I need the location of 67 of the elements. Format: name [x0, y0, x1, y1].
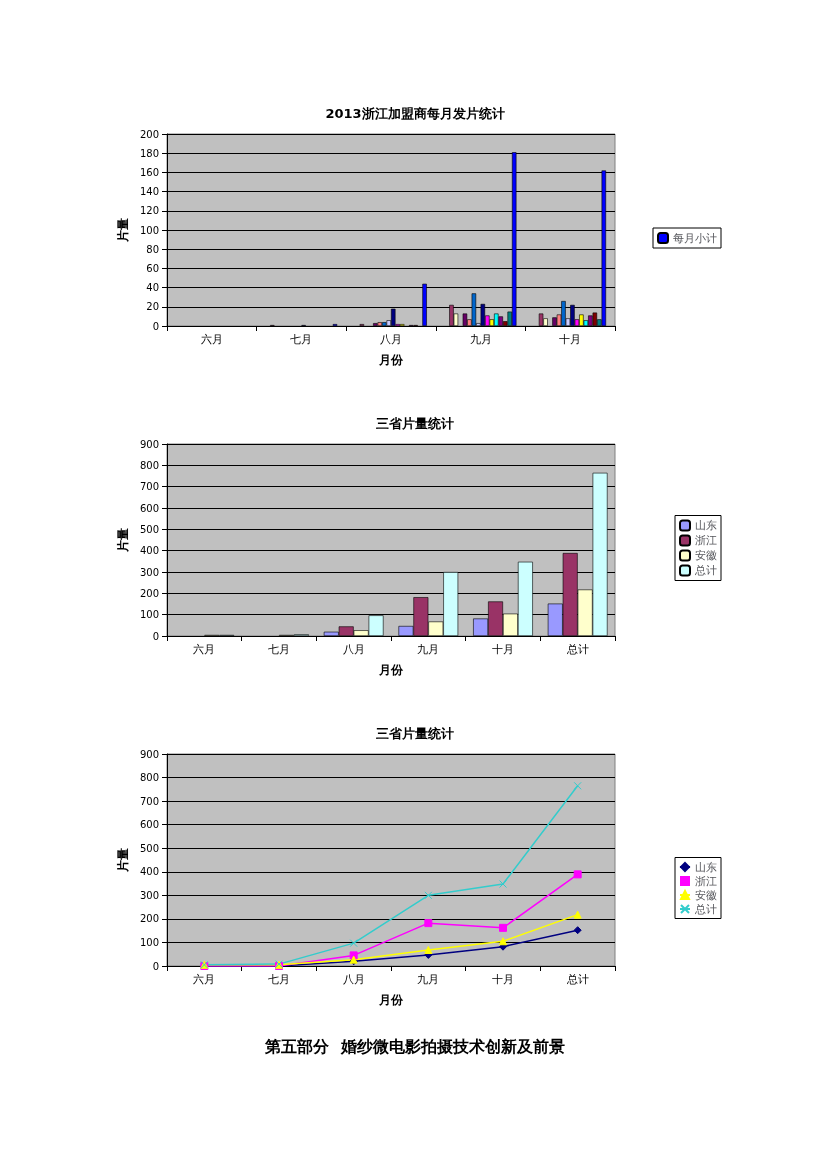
- x-tick-label: 八月: [342, 973, 365, 986]
- y-tick-label: 40: [146, 282, 159, 294]
- text: 第五部分 婚纱微电影拍摄技术创新及前景: [264, 1036, 565, 1056]
- y-axis-title: 片量: [116, 528, 131, 553]
- y-tick-label: 0: [152, 630, 159, 642]
- y-tick-label: 100: [139, 224, 159, 236]
- y-tick-label: 800: [139, 772, 159, 784]
- x-tick-label: 六月: [200, 333, 223, 346]
- x-axis-title: 月份: [378, 353, 404, 367]
- y-tick-label: 500: [139, 523, 159, 535]
- x-tick-label: 八月: [380, 333, 402, 346]
- chart-title: 三省片量统计: [376, 726, 454, 741]
- y-tick-label: 600: [139, 819, 159, 831]
- x-tick-label: 六月: [193, 643, 216, 656]
- y-tick-label: 300: [139, 889, 159, 901]
- y-tick-label: 180: [139, 147, 159, 159]
- y-tick-label: 120: [139, 205, 159, 217]
- x-tick-label: 总计: [565, 643, 589, 656]
- y-tick-label: 140: [139, 186, 159, 198]
- y-tick-label: 200: [139, 913, 159, 925]
- x-tick-label: 七月: [290, 333, 313, 346]
- chart-title: 2013浙江加盟商每月发片统计: [325, 106, 505, 121]
- y-tick-label: 0: [152, 320, 159, 332]
- y-axis-title: 片量: [116, 848, 131, 873]
- x-tick-label: 九月: [417, 643, 440, 656]
- legend-label: 山东: [695, 860, 717, 874]
- legend-label: 总计: [694, 902, 717, 916]
- y-tick-label: 400: [139, 545, 159, 557]
- y-tick-label: 300: [139, 566, 159, 578]
- y-axis-title: 片量: [116, 218, 131, 243]
- y-tick-label: 100: [139, 936, 159, 948]
- x-tick-label: 九月: [469, 333, 492, 346]
- y-tick-label: 700: [139, 795, 159, 807]
- x-axis-title: 月份: [378, 663, 404, 677]
- x-axis-title: 月份: [378, 993, 404, 1007]
- chart-title: 三省片量统计: [376, 416, 454, 431]
- y-tick-label: 500: [139, 842, 159, 854]
- y-tick-label: 0: [152, 960, 159, 972]
- y-tick-label: 20: [146, 301, 159, 313]
- y-tick-label: 200: [139, 587, 159, 599]
- y-tick-label: 600: [139, 502, 159, 514]
- legend-label: 总计: [694, 564, 717, 577]
- y-tick-label: 900: [139, 438, 159, 450]
- y-tick-label: 800: [139, 459, 159, 471]
- x-tick-label: 六月: [193, 973, 216, 986]
- y-tick-label: 400: [139, 866, 159, 878]
- x-tick-label: 十月: [559, 333, 582, 346]
- y-tick-label: 160: [139, 166, 159, 178]
- y-tick-label: 80: [146, 243, 159, 255]
- y-tick-label: 60: [146, 262, 159, 274]
- legend-label: 浙江: [695, 874, 717, 888]
- x-tick-label: 十月: [492, 973, 514, 986]
- x-tick-label: 七月: [268, 643, 290, 656]
- y-tick-label: 700: [139, 481, 159, 493]
- legend-label: 山东: [695, 519, 717, 532]
- x-tick-label: 七月: [268, 973, 290, 986]
- legend-label: 安徽: [695, 549, 717, 562]
- y-tick-label: 200: [139, 128, 159, 140]
- y-tick-label: 900: [139, 748, 159, 760]
- x-tick-label: 九月: [417, 973, 440, 986]
- legend-label: 每月小计: [673, 231, 717, 245]
- x-tick-label: 十月: [492, 643, 514, 656]
- legend-label: 安徽: [695, 888, 717, 902]
- x-tick-label: 总计: [565, 973, 589, 986]
- y-tick-label: 100: [139, 609, 159, 621]
- legend-label: 浙江: [695, 534, 717, 547]
- x-tick-label: 八月: [342, 643, 365, 656]
